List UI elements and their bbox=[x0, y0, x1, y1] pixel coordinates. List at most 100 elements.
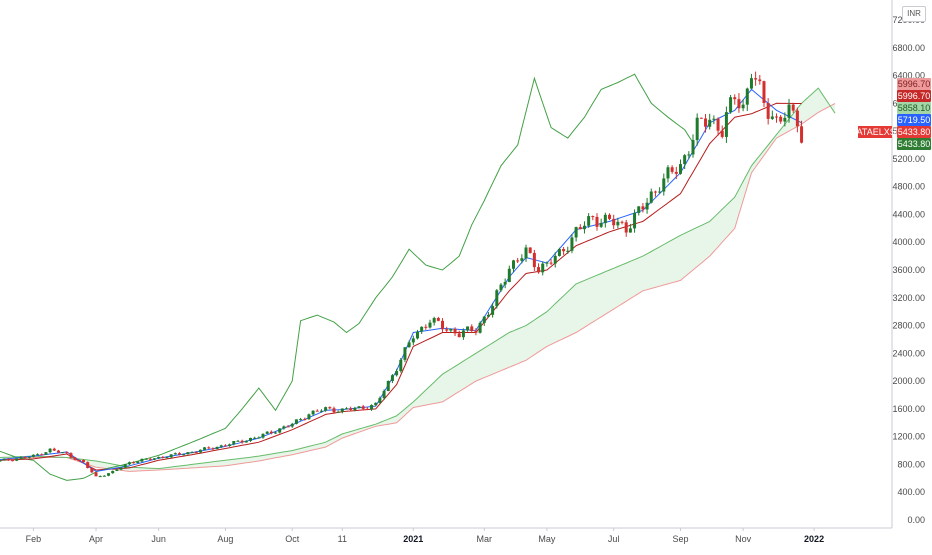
candle-body bbox=[61, 452, 65, 454]
x-tick-label: Apr bbox=[89, 534, 103, 544]
price-label: 5858.10 bbox=[898, 103, 931, 113]
candle-body bbox=[349, 408, 353, 410]
candle-body bbox=[203, 447, 207, 450]
cloud-area bbox=[0, 88, 835, 472]
candle-body bbox=[737, 99, 741, 109]
candle-body bbox=[762, 81, 766, 103]
candle-body bbox=[616, 221, 620, 226]
candle-body bbox=[724, 112, 728, 137]
candle-body bbox=[516, 260, 520, 262]
candle-body bbox=[566, 250, 570, 252]
series-line-base bbox=[0, 102, 802, 471]
price-label: 5996.70 bbox=[898, 91, 931, 101]
candle-body bbox=[186, 452, 190, 455]
candle-body bbox=[107, 473, 111, 476]
candle-body bbox=[570, 237, 574, 251]
candle-body bbox=[549, 262, 553, 264]
candle-body bbox=[478, 322, 482, 333]
candle-body bbox=[420, 326, 424, 332]
currency-badge[interactable]: INR bbox=[902, 6, 926, 22]
candle-body bbox=[424, 326, 428, 328]
candle-body bbox=[140, 458, 144, 462]
candle-body bbox=[787, 104, 791, 118]
candle-body bbox=[720, 130, 724, 137]
candle-body bbox=[15, 458, 19, 461]
candle-body bbox=[603, 214, 607, 224]
candle-body bbox=[219, 445, 223, 447]
time-axis[interactable]: Feb Apr Jun Aug Oct 11 2021 Mar May Jul Sep Nov 2022 bbox=[26, 528, 824, 544]
candle-body bbox=[361, 406, 365, 409]
candle-body bbox=[65, 452, 69, 454]
candle-body bbox=[90, 468, 94, 473]
candle-body bbox=[645, 202, 649, 210]
candle-body bbox=[699, 117, 703, 119]
candle-body bbox=[537, 267, 541, 273]
candle-body bbox=[390, 375, 394, 381]
y-tick-label: 1200.00 bbox=[892, 432, 925, 442]
y-tick-label: 400.00 bbox=[897, 487, 925, 497]
candle-body bbox=[286, 426, 290, 428]
candle-body bbox=[470, 326, 474, 332]
candle-body bbox=[73, 457, 77, 460]
candle-body bbox=[274, 432, 278, 434]
candle-body bbox=[69, 453, 73, 458]
candle-body bbox=[716, 118, 720, 131]
candle-body bbox=[173, 453, 177, 455]
candle-body bbox=[704, 118, 708, 127]
candle-body bbox=[486, 314, 490, 317]
y-tick-label: 6800.00 bbox=[892, 43, 925, 53]
price-label-bg bbox=[897, 138, 931, 150]
candle-body bbox=[403, 347, 407, 360]
candle-body bbox=[495, 290, 499, 307]
x-tick-label: 2021 bbox=[403, 534, 423, 544]
candle-body bbox=[741, 104, 745, 109]
candle-body bbox=[666, 167, 670, 179]
x-tick-label: Feb bbox=[26, 534, 42, 544]
candle-body bbox=[207, 447, 211, 449]
candle-body bbox=[165, 457, 169, 459]
candle-body bbox=[474, 331, 478, 333]
candle-body bbox=[587, 216, 591, 226]
candle-body bbox=[415, 331, 419, 339]
candle-body bbox=[198, 449, 202, 453]
price-label: 5719.50 bbox=[898, 115, 931, 125]
candle-body bbox=[541, 263, 545, 273]
x-tick-label: May bbox=[538, 534, 556, 544]
candle-body bbox=[23, 457, 27, 459]
candle-body bbox=[453, 328, 457, 334]
price-label: 5433.80 bbox=[898, 127, 931, 137]
candle-body bbox=[800, 126, 804, 143]
candle-body bbox=[399, 359, 403, 372]
candle-body bbox=[562, 249, 566, 252]
candle-body bbox=[578, 227, 582, 230]
candle-body bbox=[445, 329, 449, 331]
candle-body bbox=[624, 222, 628, 233]
candle-body bbox=[766, 102, 770, 119]
candle-body bbox=[353, 407, 357, 410]
candle-body bbox=[658, 191, 662, 193]
candle-body bbox=[257, 437, 261, 439]
candle-body bbox=[52, 448, 56, 451]
candle-body bbox=[132, 462, 136, 464]
candle-body bbox=[2, 458, 6, 461]
candle-body bbox=[253, 437, 257, 439]
candle-body bbox=[194, 452, 198, 454]
price-label-bg bbox=[897, 78, 931, 90]
candle-body bbox=[520, 258, 524, 261]
candle-body bbox=[687, 154, 691, 156]
y-tick-label: 1600.00 bbox=[892, 404, 925, 414]
candle-body bbox=[758, 79, 762, 82]
candle-body bbox=[691, 140, 695, 155]
candle-body bbox=[612, 218, 616, 226]
series-line-span-b bbox=[0, 103, 836, 472]
x-tick-label: Oct bbox=[285, 534, 300, 544]
y-tick-label: 2800.00 bbox=[892, 321, 925, 331]
candle-body bbox=[265, 431, 269, 434]
candle-body bbox=[357, 406, 361, 408]
candle-body bbox=[40, 454, 44, 456]
candle-body bbox=[649, 191, 653, 203]
candle-body bbox=[161, 456, 165, 458]
candle-body bbox=[27, 456, 31, 458]
